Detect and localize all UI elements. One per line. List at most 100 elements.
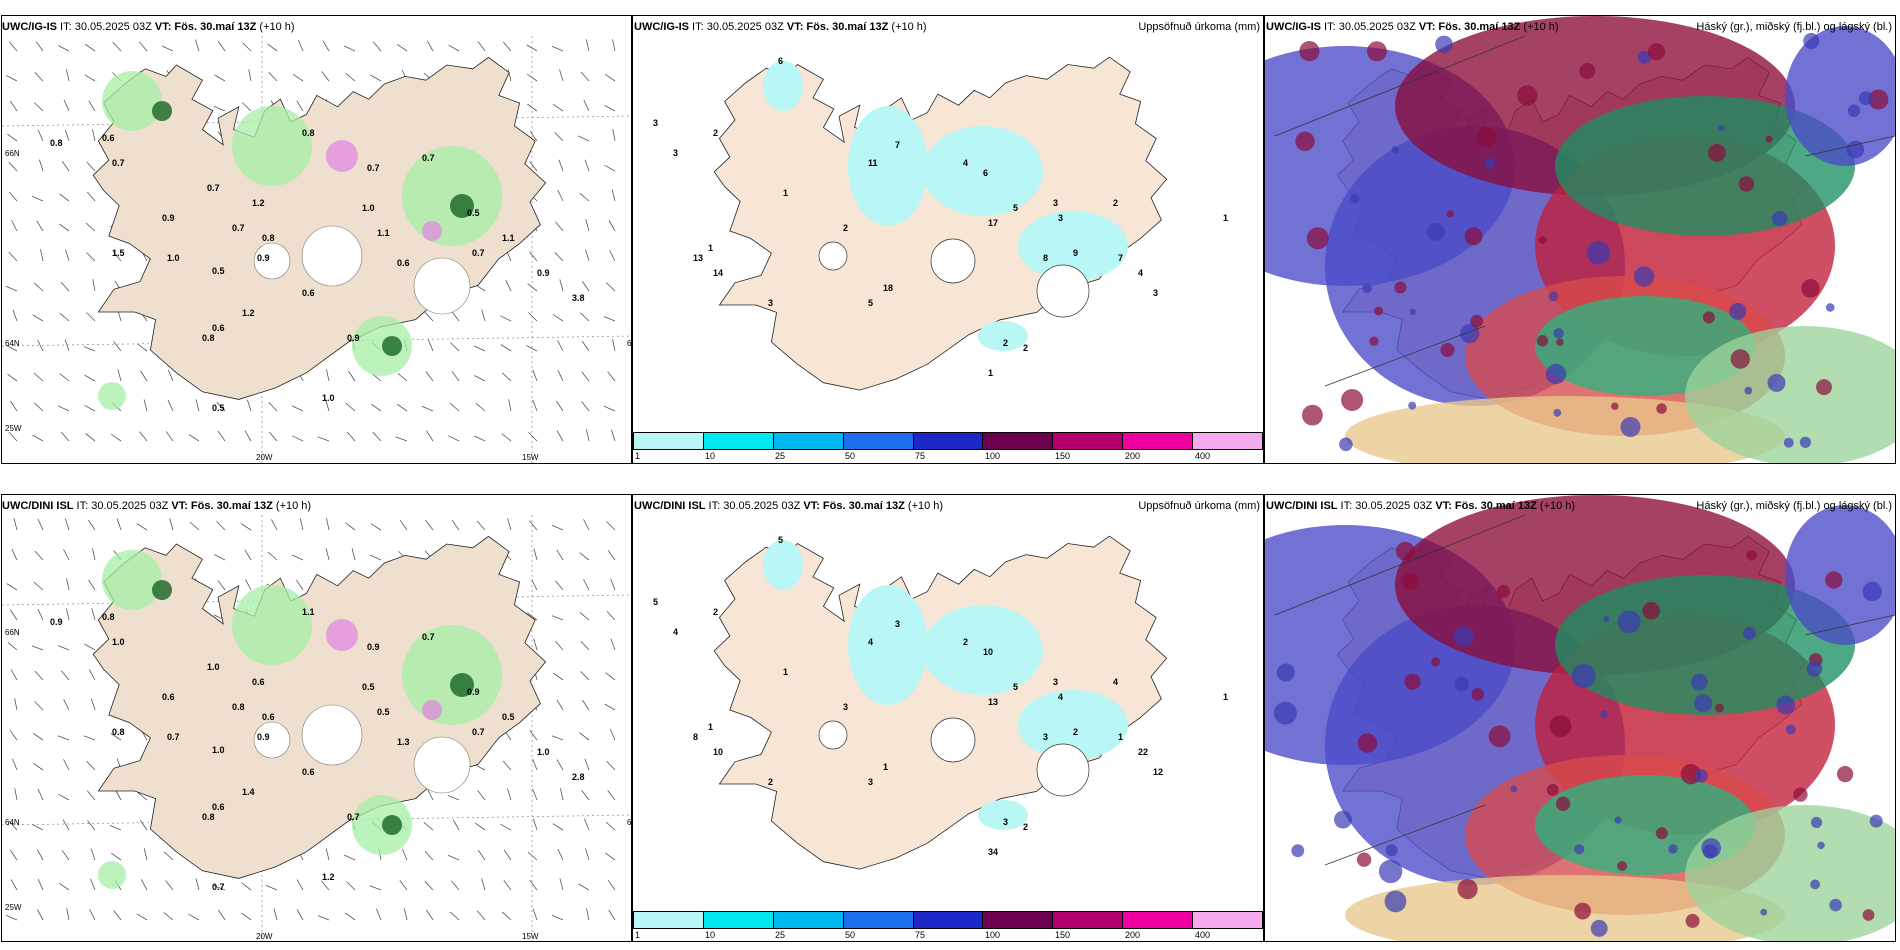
wind-barb (475, 402, 486, 412)
wind-barb (14, 788, 18, 801)
precip-value-label: 10 (713, 747, 723, 757)
cloud-cell (1637, 50, 1652, 64)
cloud-cell (1620, 417, 1641, 437)
wind-barb (585, 39, 590, 52)
wind-barb (292, 73, 304, 82)
wind-barb (195, 399, 200, 412)
cb-swatch (1053, 912, 1124, 928)
wind-barb (86, 312, 96, 322)
wind-barb (268, 402, 278, 412)
cloud-cell (1829, 898, 1842, 912)
cloud-cell (1574, 844, 1585, 855)
wind-barb (267, 43, 278, 52)
cloud-cell (1600, 710, 1608, 719)
wind-barb (34, 701, 44, 711)
cloud-cell (1825, 571, 1843, 589)
cloud-cell (1553, 408, 1562, 417)
wind-barb (265, 885, 278, 891)
cloud-cell (1862, 581, 1882, 602)
wind-barb (508, 399, 512, 412)
cloud-cell (1806, 661, 1823, 677)
wind-value-label: 0.6 (212, 802, 225, 812)
precip-shade-blob (422, 700, 442, 720)
precip-value-label: 4 (963, 158, 968, 168)
wind-barb (372, 41, 382, 52)
wind-barb (500, 823, 512, 831)
wind-barb (165, 431, 174, 442)
cb-swatch (1053, 433, 1124, 449)
colorbar-tick-label: 100 (985, 451, 1001, 461)
wind-barb (63, 549, 70, 561)
precip-shade-blob (402, 146, 502, 246)
cloud-cell (1617, 610, 1641, 634)
cloud-cell (1295, 131, 1315, 151)
wind-barb (218, 909, 226, 921)
wind-barb (14, 698, 18, 711)
wind-barb (85, 222, 96, 232)
wind-value-label: 0.8 (232, 702, 245, 712)
wind-barb (86, 761, 96, 771)
wind-barb (447, 854, 460, 861)
wind-barb (195, 878, 200, 891)
wind-barb (557, 340, 564, 352)
wind-barb (557, 848, 564, 861)
axis-label: 66N (5, 149, 20, 158)
wind-barb (7, 373, 18, 382)
wind-barb (116, 518, 122, 531)
wind-barb (91, 608, 96, 621)
precip-panel-bottom: 5 5 4 2 1 3 4 3 2 10 5 3 13 4 3 2 1 22 12 34 3 2 1 10 8 1 3 2 4 1 (632, 494, 1264, 942)
wind-barb (451, 371, 460, 382)
wind-barb (12, 758, 18, 771)
cloud-cell (1394, 281, 1407, 294)
axis-label: 65N (627, 818, 632, 827)
wind-barb (217, 430, 226, 442)
border-line (1804, 135, 1895, 157)
wind-barb (161, 45, 174, 52)
cloud-layer-area (1685, 805, 1895, 941)
wind-barb (556, 400, 564, 412)
wind-barb (612, 129, 616, 142)
wind-barb (583, 579, 590, 591)
cloud-cell (1785, 724, 1796, 735)
wind-barb (581, 401, 590, 412)
cloud-panel-top (1264, 15, 1896, 464)
wind-barb (586, 429, 590, 442)
wind-barb (84, 374, 96, 382)
precip-value-label: 11 (868, 158, 878, 168)
wind-barb (578, 883, 590, 891)
cloud-cell (1357, 733, 1378, 753)
wind-value-label: 2.8 (572, 772, 585, 782)
wind-barb (165, 880, 174, 891)
wind-value-label: 0.9 (162, 213, 175, 223)
wind-barb (451, 880, 460, 891)
cloud-cell (1366, 41, 1387, 62)
wind-barb (92, 129, 96, 142)
wind-value-label: 0.7 (207, 183, 220, 193)
cb-swatch (1123, 912, 1194, 928)
wind-barb (424, 881, 434, 891)
cloud-cell (1656, 403, 1667, 414)
iceland-landmass (92, 56, 547, 400)
wind-barb (241, 882, 252, 891)
wind-barb (501, 911, 512, 921)
wind-barb (558, 159, 564, 172)
glacier-area (301, 225, 363, 287)
cb-swatch (983, 433, 1054, 449)
wind-barb (86, 252, 96, 262)
precip-value-label: 2 (963, 637, 968, 647)
cloud-layer-area (1785, 26, 1895, 166)
cb-swatch (1193, 433, 1263, 449)
wind-barb (90, 848, 96, 861)
wind-barb (214, 554, 226, 561)
wind-barb (36, 909, 44, 921)
wind-value-label: 1.3 (397, 737, 410, 747)
wind-barb (32, 732, 44, 741)
wind-barb (426, 40, 434, 52)
wind-barb (34, 72, 44, 82)
axis-label: 64N (5, 818, 20, 827)
precip-shade-area (848, 106, 928, 226)
precip-value-label: 13 (988, 697, 998, 707)
wind-value-label: 1.0 (207, 662, 220, 672)
precip-value-label: 2 (1113, 198, 1118, 208)
